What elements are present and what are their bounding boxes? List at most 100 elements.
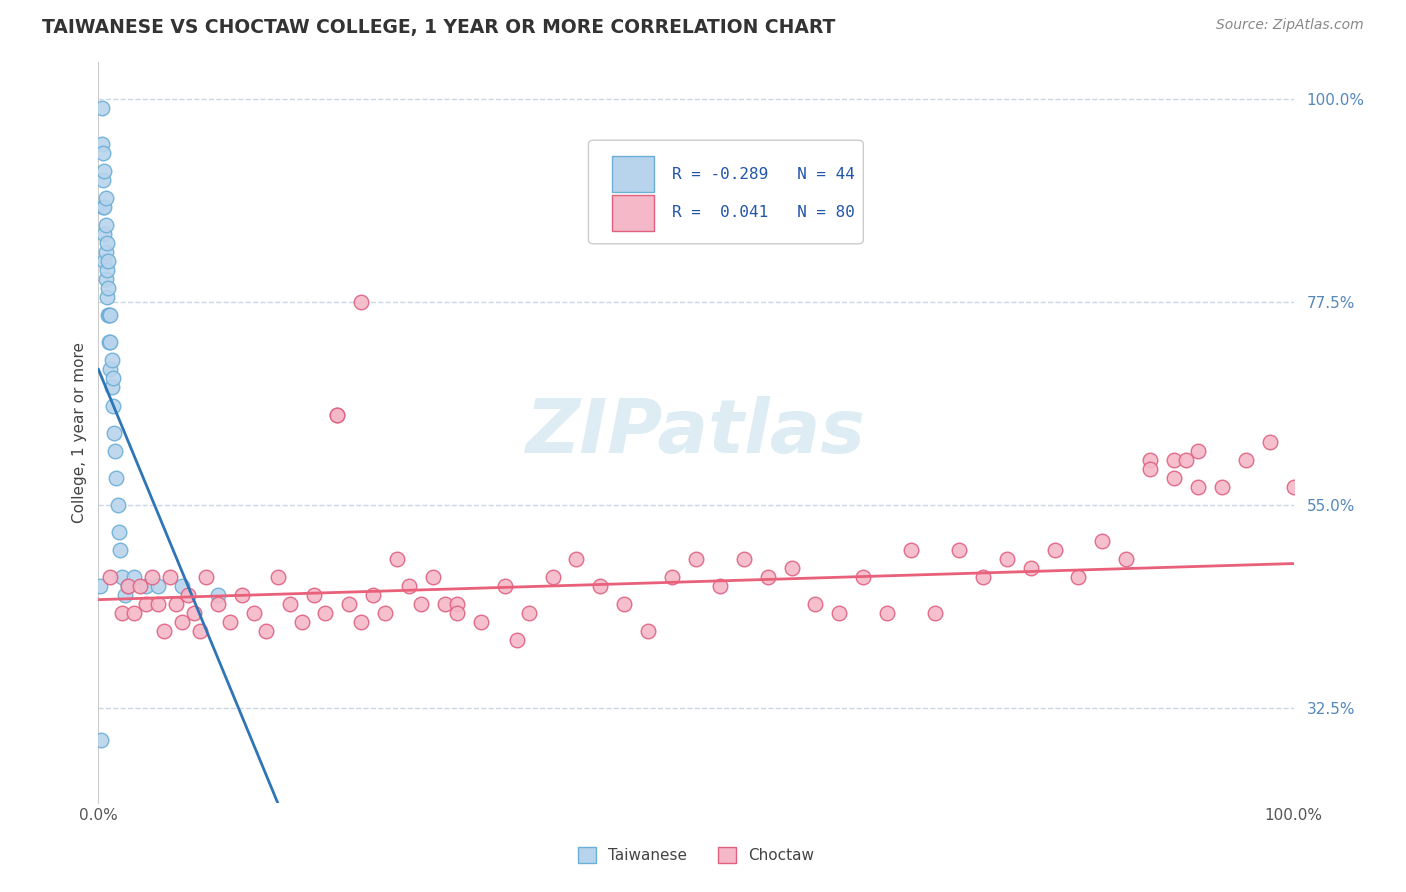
Point — [93, 254, 115, 268]
Point — [565, 552, 588, 566]
Point — [876, 606, 898, 620]
Point — [326, 408, 349, 422]
Point — [117, 579, 139, 593]
Point — [207, 597, 229, 611]
Point — [100, 380, 122, 394]
Y-axis label: College, 1 year or more: College, 1 year or more — [72, 343, 87, 523]
Point — [114, 588, 136, 602]
Point — [1282, 480, 1305, 494]
Text: R = -0.289   N = 44: R = -0.289 N = 44 — [672, 167, 855, 182]
Point — [98, 335, 121, 350]
Point — [111, 570, 134, 584]
Point — [756, 570, 779, 584]
Point — [153, 624, 176, 639]
Point — [385, 552, 409, 566]
Point — [1187, 480, 1209, 494]
Point — [315, 606, 337, 620]
Point — [177, 588, 200, 602]
Point — [219, 615, 242, 630]
Point — [828, 606, 851, 620]
Point — [446, 606, 468, 620]
Point — [995, 552, 1018, 566]
Point — [1115, 552, 1137, 566]
Point — [91, 200, 114, 214]
Point — [1043, 543, 1066, 558]
Point — [101, 399, 124, 413]
Point — [1091, 533, 1114, 548]
Point — [1234, 452, 1257, 467]
Point — [1139, 452, 1161, 467]
Point — [89, 579, 111, 593]
Point — [1139, 461, 1161, 475]
Point — [243, 606, 266, 620]
Point — [411, 597, 433, 611]
Point — [91, 173, 114, 187]
Point — [1163, 452, 1185, 467]
Point — [589, 579, 612, 593]
Point — [172, 579, 194, 593]
Point — [422, 570, 444, 584]
Point — [94, 245, 117, 260]
Point — [107, 524, 129, 539]
Point — [188, 624, 211, 639]
Point — [434, 597, 457, 611]
Point — [104, 443, 127, 458]
Point — [91, 136, 114, 151]
FancyBboxPatch shape — [613, 156, 654, 192]
Point — [165, 597, 187, 611]
Point — [1019, 561, 1042, 575]
FancyBboxPatch shape — [613, 195, 654, 230]
Point — [494, 579, 516, 593]
Point — [1187, 443, 1209, 458]
Point — [105, 471, 128, 485]
Point — [91, 101, 114, 115]
Point — [141, 570, 163, 584]
Point — [124, 606, 146, 620]
Point — [98, 362, 122, 376]
Point — [172, 615, 194, 630]
Point — [852, 570, 875, 584]
Point — [90, 732, 112, 747]
Point — [470, 615, 492, 630]
Point — [278, 597, 301, 611]
Point — [195, 570, 218, 584]
Point — [637, 624, 659, 639]
Point — [98, 308, 122, 322]
Point — [339, 597, 361, 611]
Point — [98, 308, 121, 322]
Point — [972, 570, 994, 584]
Point — [93, 163, 115, 178]
Point — [291, 615, 314, 630]
Text: R =  0.041   N = 80: R = 0.041 N = 80 — [672, 205, 855, 220]
Point — [398, 579, 420, 593]
Point — [107, 498, 129, 512]
Point — [94, 191, 117, 205]
Point — [98, 335, 122, 350]
Point — [374, 606, 396, 620]
Point — [780, 561, 803, 575]
Point — [661, 570, 683, 584]
Point — [101, 371, 124, 385]
Text: TAIWANESE VS CHOCTAW COLLEGE, 1 YEAR OR MORE CORRELATION CHART: TAIWANESE VS CHOCTAW COLLEGE, 1 YEAR OR … — [42, 18, 835, 37]
Point — [111, 606, 134, 620]
Point — [97, 281, 120, 295]
Point — [517, 606, 540, 620]
Point — [96, 235, 118, 250]
Point — [98, 570, 122, 584]
Point — [350, 615, 373, 630]
Point — [108, 543, 131, 558]
Text: Source: ZipAtlas.com: Source: ZipAtlas.com — [1216, 18, 1364, 32]
Point — [124, 570, 146, 584]
Point — [183, 606, 205, 620]
FancyBboxPatch shape — [589, 140, 863, 244]
Point — [148, 579, 170, 593]
Point — [267, 570, 290, 584]
Point — [1067, 570, 1090, 584]
Point — [804, 597, 827, 611]
Point — [135, 579, 157, 593]
Point — [254, 624, 277, 639]
Point — [350, 294, 373, 309]
Point — [96, 290, 118, 304]
Point — [97, 308, 120, 322]
Point — [613, 597, 636, 611]
